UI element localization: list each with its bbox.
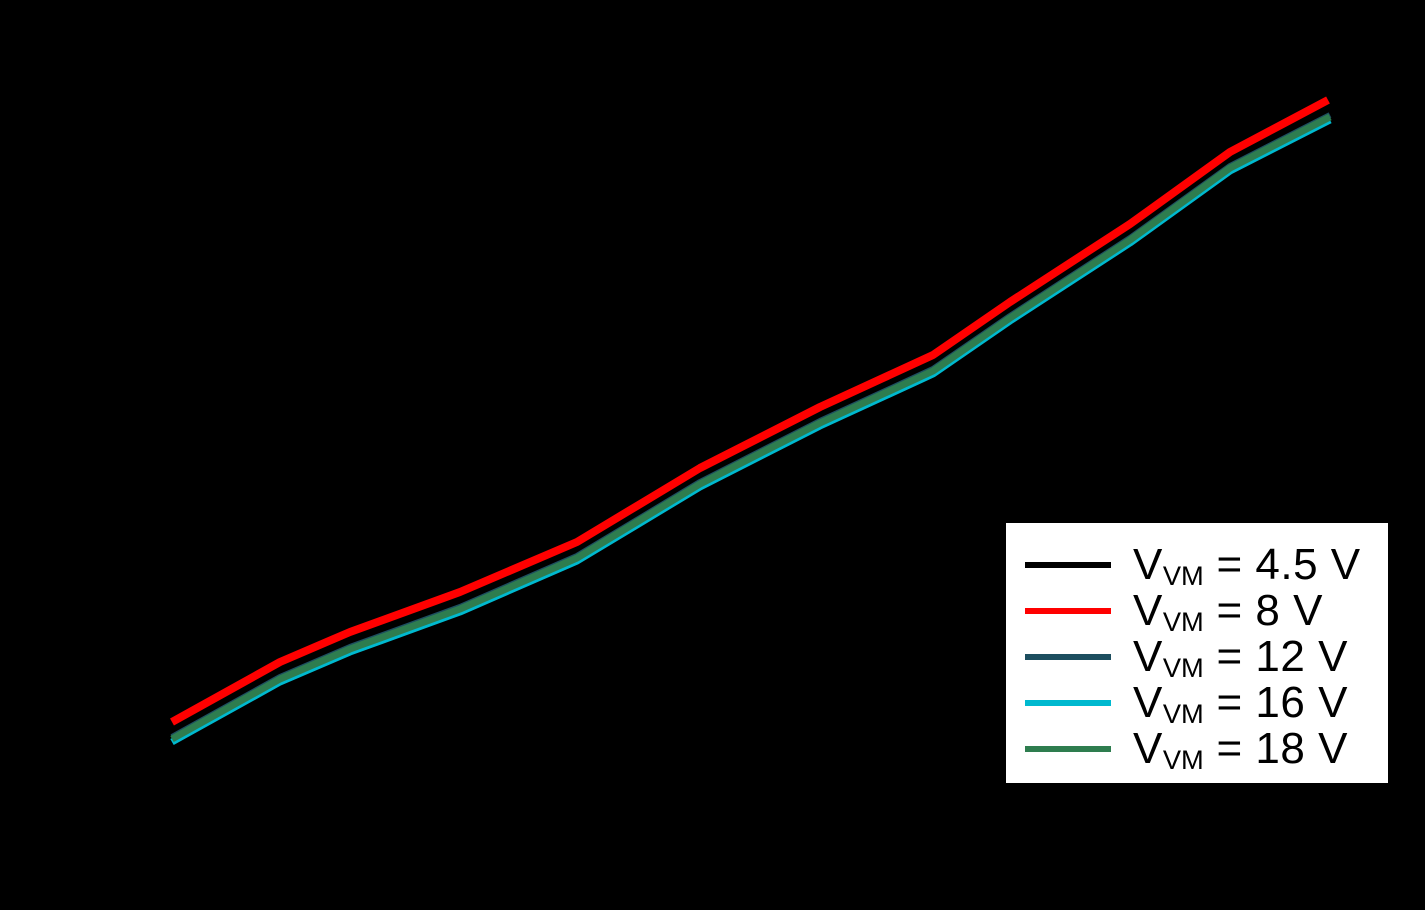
legend-swatch-vvm-12v (1025, 654, 1111, 660)
legend-swatch-vvm-8v (1025, 608, 1111, 614)
legend-item: VVM = 4.5 V (1025, 540, 1388, 590)
legend-label-vvm-4p5v: VVM = 4.5 V (1133, 540, 1361, 590)
legend-label-subscript: VM (1162, 744, 1204, 775)
legend-label-value: = 12 V (1203, 632, 1348, 681)
legend-label-vvm-16v: VVM = 16 V (1133, 678, 1348, 728)
legend-item: VVM = 12 V (1025, 632, 1388, 682)
legend-item: VVM = 16 V (1025, 678, 1388, 728)
legend-item: VVM = 18 V (1025, 724, 1388, 774)
legend-box: VVM = 4.5 V VVM = 8 V VVM = 12 V VVM = 1… (1003, 520, 1391, 786)
legend-label-subscript: VM (1162, 560, 1204, 591)
legend-label-symbol: V (1133, 678, 1163, 727)
legend-label-subscript: VM (1162, 606, 1204, 637)
legend-label-vvm-8v: VVM = 8 V (1133, 586, 1323, 636)
legend-item: VVM = 8 V (1025, 586, 1388, 636)
legend-label-value: = 18 V (1203, 724, 1348, 773)
legend-swatch-vvm-18v (1025, 746, 1111, 752)
series-line-4 (170, 113, 1332, 743)
legend-label-subscript: VM (1162, 698, 1204, 729)
series-line-1 (170, 96, 1330, 726)
legend-label-value: = 4.5 V (1203, 540, 1361, 589)
legend-label-symbol: V (1133, 724, 1163, 773)
legend-label-symbol: V (1133, 632, 1163, 681)
legend-label-subscript: VM (1162, 652, 1204, 683)
legend-label-value: = 8 V (1203, 586, 1323, 635)
legend-label-vvm-12v: VVM = 12 V (1133, 632, 1348, 682)
legend-label-value: = 16 V (1203, 678, 1348, 727)
legend-swatch-vvm-16v (1025, 700, 1111, 706)
legend-swatch-vvm-4p5v (1025, 562, 1111, 568)
legend-label-vvm-18v: VVM = 18 V (1133, 724, 1348, 774)
legend-label-symbol: V (1133, 540, 1163, 589)
legend-label-symbol: V (1133, 586, 1163, 635)
